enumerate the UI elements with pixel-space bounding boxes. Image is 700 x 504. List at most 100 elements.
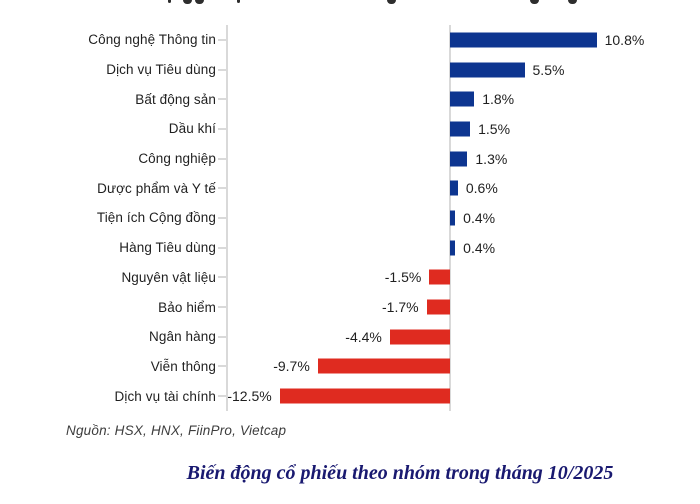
negative-bar: [317, 358, 450, 374]
bar-area: 1.8%: [228, 84, 700, 114]
bar-area: 1.5%: [228, 114, 700, 144]
bar-area: -1.5%: [228, 263, 700, 293]
category-label: Dịch vụ tài chính: [114, 388, 216, 404]
value-label: 5.5%: [532, 61, 565, 78]
value-label: 0.6%: [465, 180, 498, 197]
value-label: 0.4%: [463, 239, 496, 256]
bar-area: -4.4%: [228, 322, 700, 352]
axis-tick: [218, 365, 227, 368]
bar-area: -1.7%: [228, 292, 700, 322]
value-label: 1.5%: [478, 120, 511, 137]
value-label: 10.8%: [604, 31, 645, 48]
category-label: Nguyên vật liệu: [121, 269, 216, 285]
axis-tick: [218, 246, 227, 249]
axis-tick: [218, 127, 227, 130]
value-label: -12.5%: [227, 388, 272, 405]
cropped-title-fragment: [530, 0, 539, 4]
value-label: 1.3%: [475, 150, 508, 167]
value-label: -1.5%: [384, 269, 422, 286]
cropped-title-fragment: [195, 0, 204, 4]
chart-row: Dịch vụ Tiêu dùng 5.5%: [0, 55, 700, 85]
axis-tick: [218, 68, 227, 71]
negative-bar: [426, 299, 450, 315]
category-axis-line: [226, 25, 228, 411]
cropped-title-fragment: [237, 0, 240, 3]
chart-row: Viễn thông -9.7%: [0, 352, 700, 382]
category-label-cell: Nguyên vật liệu: [0, 263, 228, 293]
bar-area: -9.7%: [228, 352, 700, 382]
category-label-cell: Bảo hiểm: [0, 292, 228, 322]
negative-bar: [279, 388, 450, 404]
cropped-title-fragment: [183, 0, 192, 4]
category-label-cell: Hàng Tiêu dùng: [0, 233, 228, 263]
value-label: 1.8%: [482, 91, 515, 108]
category-label-cell: Dịch vụ tài chính: [0, 381, 228, 411]
axis-tick: [218, 395, 227, 398]
positive-bar: [449, 62, 525, 78]
category-label: Bất động sản: [135, 91, 216, 107]
category-label: Ngân hàng: [149, 329, 216, 345]
bar-area: 10.8%: [228, 25, 700, 55]
bar-area: 5.5%: [228, 55, 700, 85]
chart-row: Bảo hiểm -1.7%: [0, 292, 700, 322]
cropped-title-fragment: [568, 0, 577, 4]
axis-tick: [218, 276, 227, 279]
positive-bar: [449, 121, 471, 137]
chart-row: Dược phẩm và Y tế 0.6%: [0, 173, 700, 203]
chart-row: Tiện ích Cộng đồng 0.4%: [0, 203, 700, 233]
category-label-cell: Dược phẩm và Y tế: [0, 173, 228, 203]
positive-bar: [449, 240, 456, 256]
positive-bar: [449, 32, 597, 48]
bar-area: 1.3%: [228, 144, 700, 174]
value-label: -9.7%: [273, 358, 310, 375]
category-label: Viễn thông: [150, 358, 216, 374]
axis-tick: [218, 335, 227, 338]
axis-tick: [218, 306, 227, 309]
positive-bar: [449, 91, 475, 107]
chart-row: Ngân hàng -4.4%: [0, 322, 700, 352]
chart-row: Dịch vụ tài chính -12.5%: [0, 381, 700, 411]
category-label-cell: Ngân hàng: [0, 322, 228, 352]
negative-bar: [429, 269, 450, 285]
bar-area: 0.4%: [228, 233, 700, 263]
cropped-title-fragment: [168, 0, 171, 3]
axis-tick: [218, 187, 227, 190]
category-label: Công nghệ Thông tin: [88, 32, 216, 48]
chart-rows: Công nghệ Thông tin 10.8% Dịch vụ Tiêu dùn…: [0, 25, 700, 411]
category-label: Dịch vụ Tiêu dùng: [106, 62, 216, 78]
sector-performance-bar-chart: Công nghệ Thông tin 10.8% Dịch vụ Tiêu dùn…: [0, 25, 700, 411]
positive-bar: [449, 180, 458, 196]
category-label: Dầu khí: [168, 121, 216, 137]
value-label: -4.4%: [345, 328, 382, 345]
axis-tick: [218, 157, 227, 160]
category-label: Dược phẩm và Y tế: [97, 180, 216, 196]
positive-bar: [449, 151, 468, 167]
chart-row: Công nghệ Thông tin 10.8%: [0, 25, 700, 55]
chart-row: Nguyên vật liệu -1.5%: [0, 263, 700, 293]
category-label-cell: Viễn thông: [0, 352, 228, 382]
category-label-cell: Dầu khí: [0, 114, 228, 144]
category-label: Bảo hiểm: [158, 299, 216, 315]
category-label-cell: Dịch vụ Tiêu dùng: [0, 55, 228, 85]
source-note: Nguồn: HSX, HNX, FiinPro, Vietcap: [66, 423, 287, 438]
figure-caption: Biến động cổ phiếu theo nhóm trong tháng…: [186, 462, 614, 484]
chart-row: Bất động sản 1.8%: [0, 84, 700, 114]
bar-area: 0.4%: [228, 203, 700, 233]
value-label: -1.7%: [382, 299, 419, 316]
category-label-cell: Bất động sản: [0, 84, 228, 114]
axis-tick: [218, 38, 227, 41]
category-label-cell: Công nghiệp: [0, 144, 228, 174]
axis-tick: [218, 216, 227, 219]
axis-tick: [218, 98, 227, 101]
chart-row: Công nghiệp 1.3%: [0, 144, 700, 174]
negative-bar: [389, 329, 450, 345]
cropped-title-fragment: [387, 0, 396, 4]
category-label-cell: Công nghệ Thông tin: [0, 25, 228, 55]
bar-area: -12.5%: [227, 381, 700, 411]
bar-area: 0.6%: [228, 173, 700, 203]
chart-row: Hàng Tiêu dùng 0.4%: [0, 233, 700, 263]
value-label: 0.4%: [463, 209, 496, 226]
category-label: Hàng Tiêu dùng: [119, 240, 216, 256]
category-label: Tiện ích Cộng đồng: [96, 210, 216, 226]
